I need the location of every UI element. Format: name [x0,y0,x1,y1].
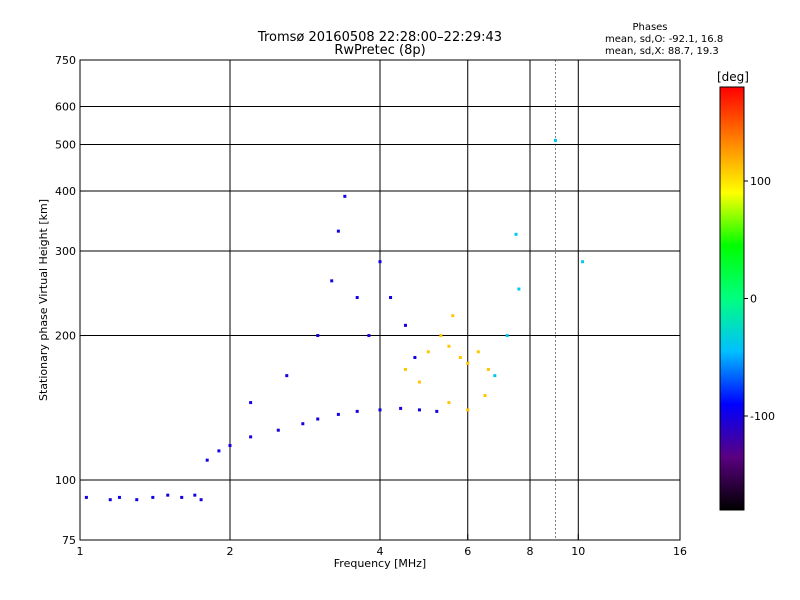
data-point [135,498,139,502]
data-point [581,260,585,264]
data-point [378,260,382,264]
data-point [249,435,253,439]
y-axis-label: Stationary phase Virtual Height [km] [37,199,50,401]
stats-line-x: mean, sd,X: 88.7, 19.3 [605,46,719,57]
data-point [355,296,359,300]
data-point [301,422,305,426]
data-point [403,367,407,371]
y-tick-label: 100 [55,474,76,487]
data-point [403,323,407,327]
colorbar-tick-label: -100 [750,410,775,423]
x-tick-label: 8 [527,545,534,558]
x-tick-label: 16 [673,545,687,558]
data-point [166,493,170,497]
y-tick-label: 200 [55,330,76,343]
data-point [84,495,88,499]
data-point [285,374,289,378]
x-tick-label: 10 [571,545,585,558]
colorbar-ticks: 100 0 -100 [744,175,775,423]
data-point [447,344,451,348]
x-axis-label: Frequency [MHz] [334,557,426,570]
data-point [193,493,197,497]
data-point [343,194,347,198]
y-tick-label: 500 [55,139,76,152]
data-point [389,296,393,300]
data-point [316,334,320,338]
grid [80,60,680,540]
y-tick-label: 600 [55,101,76,114]
data-point [108,498,112,502]
axis-ticks: 1 2 4 6 8 10 16 75 100 200 300 400 500 600 750 [55,54,687,558]
data-point [413,355,417,359]
x-tick-label: 2 [227,545,234,558]
data-point [199,498,203,502]
y-tick-label: 75 [62,534,76,547]
data-point [447,401,451,405]
data-point [151,495,155,499]
y-tick-label: 300 [55,245,76,258]
data-point [553,138,557,142]
data-point [517,287,521,291]
data-point [451,314,455,318]
data-point [217,449,221,453]
data-point [316,417,320,421]
y-tick-label: 750 [55,54,76,67]
y-tick-label: 400 [55,185,76,198]
data-point [505,334,509,338]
data-point [483,394,487,398]
data-point [435,409,439,413]
data-point [417,408,421,412]
data-point [355,409,359,413]
data-point [336,229,340,233]
data-point [486,367,490,371]
data-point [466,408,470,412]
data-point [336,412,340,416]
data-point [367,334,371,338]
data-point [426,350,430,354]
colorbar-label: [deg] [717,70,749,84]
stats-heading: Phases [632,22,667,33]
data-point [180,495,184,499]
data-point [249,401,253,405]
data-point [458,355,462,359]
data-point [378,408,382,412]
colorbar-tick-label: 100 [750,175,771,188]
data-point [514,232,518,236]
data-point [330,279,334,283]
data-point [117,495,121,499]
data-point [276,428,280,432]
data-point [228,444,232,448]
data-point [417,380,421,384]
data-point [439,334,443,338]
stats-line-o: mean, sd,O: -92.1, 16.8 [605,34,723,45]
chart-title-line1: Tromsø 20160508 22:28:00–22:29:43 [257,30,502,45]
colorbar-tick-label: 0 [750,293,757,306]
chart-title-line2: RwPretec (8p) [334,43,425,58]
data-point [476,350,480,354]
x-tick-label: 1 [77,545,84,558]
data-point [205,458,209,462]
data-points [84,138,585,502]
data-point [466,361,470,365]
colorbar [719,86,745,511]
data-point [399,406,403,410]
data-point [493,374,497,378]
x-tick-label: 6 [464,545,471,558]
x-tick-label: 4 [377,545,384,558]
